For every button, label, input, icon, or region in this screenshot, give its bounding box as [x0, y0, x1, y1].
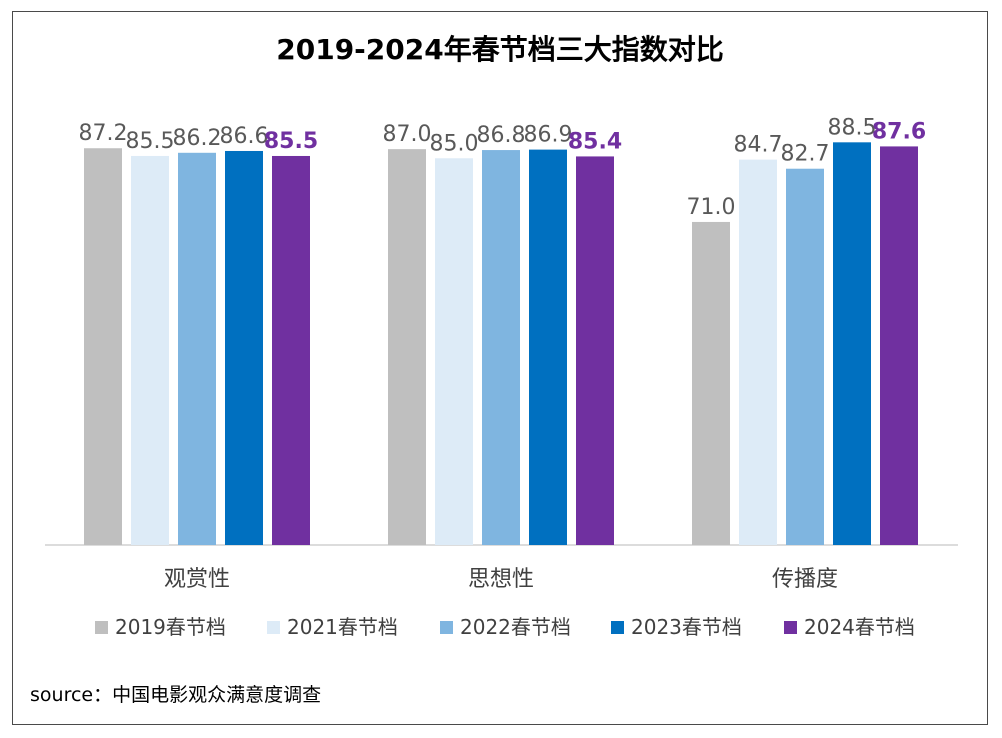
- bar-3-1: [692, 221, 730, 545]
- legend: 2019春节档 2021春节档 2022春节档 2023春节档 2024春节档: [95, 615, 915, 639]
- data-label-2-5: 85.4: [568, 129, 622, 154]
- bar-2-1: [388, 149, 426, 545]
- bar-1-3: [178, 152, 216, 546]
- data-label-3-1: 71.0: [687, 195, 736, 220]
- data-label-1-2: 85.5: [126, 129, 175, 154]
- bar-3-5: [880, 146, 918, 546]
- bar-2-3: [482, 150, 520, 545]
- category-label-1: 观赏性: [164, 567, 230, 592]
- legend-swatch-5: [784, 621, 797, 634]
- legend-swatch-4: [611, 621, 624, 634]
- bar-2-5: [576, 156, 614, 545]
- legend-label-5: 2024春节档: [804, 615, 915, 639]
- data-label-3-5: 87.6: [872, 119, 926, 144]
- data-label-1-1: 87.2: [79, 121, 128, 146]
- data-label-2-4: 86.9: [524, 123, 573, 148]
- legend-label-1: 2019春节档: [115, 615, 226, 639]
- bars-group: [84, 142, 918, 546]
- bar-1-1: [84, 148, 122, 546]
- category-label-3: 传播度: [772, 567, 838, 592]
- category-labels-group: 观赏性 思想性 传播度: [164, 567, 838, 592]
- data-label-3-3: 82.7: [781, 142, 830, 167]
- legend-swatch-1: [95, 621, 108, 634]
- bar-1-5: [272, 155, 310, 545]
- data-label-2-2: 85.0: [430, 131, 479, 156]
- bar-2-2: [435, 158, 473, 545]
- data-label-1-4: 86.6: [220, 124, 269, 149]
- data-labels-group: 87.285.586.286.685.5 87.085.086.886.985.4…: [79, 115, 927, 220]
- chart-title: 2019-2024年春节档三大指数对比: [276, 33, 724, 66]
- legend-label-2: 2021春节档: [287, 615, 398, 639]
- bar-3-2: [739, 159, 777, 546]
- legend-swatch-2: [267, 621, 280, 634]
- data-label-1-5: 85.5: [264, 129, 318, 154]
- data-label-2-1: 87.0: [383, 122, 432, 147]
- data-label-2-3: 86.8: [477, 123, 526, 148]
- data-label-3-2: 84.7: [734, 133, 783, 158]
- bar-1-4: [225, 150, 263, 545]
- source-note: source：中国电影观众满意度调查: [30, 684, 322, 706]
- bar-1-2: [131, 155, 169, 545]
- data-label-1-3: 86.2: [173, 126, 222, 151]
- category-label-2: 思想性: [468, 567, 534, 592]
- bar-3-3: [786, 168, 824, 545]
- bar-3-4: [833, 142, 871, 545]
- data-label-3-4: 88.5: [828, 115, 877, 140]
- legend-label-3: 2022春节档: [460, 615, 571, 639]
- legend-swatch-3: [440, 621, 453, 634]
- bar-2-4: [529, 149, 567, 546]
- legend-label-4: 2023春节档: [631, 615, 742, 639]
